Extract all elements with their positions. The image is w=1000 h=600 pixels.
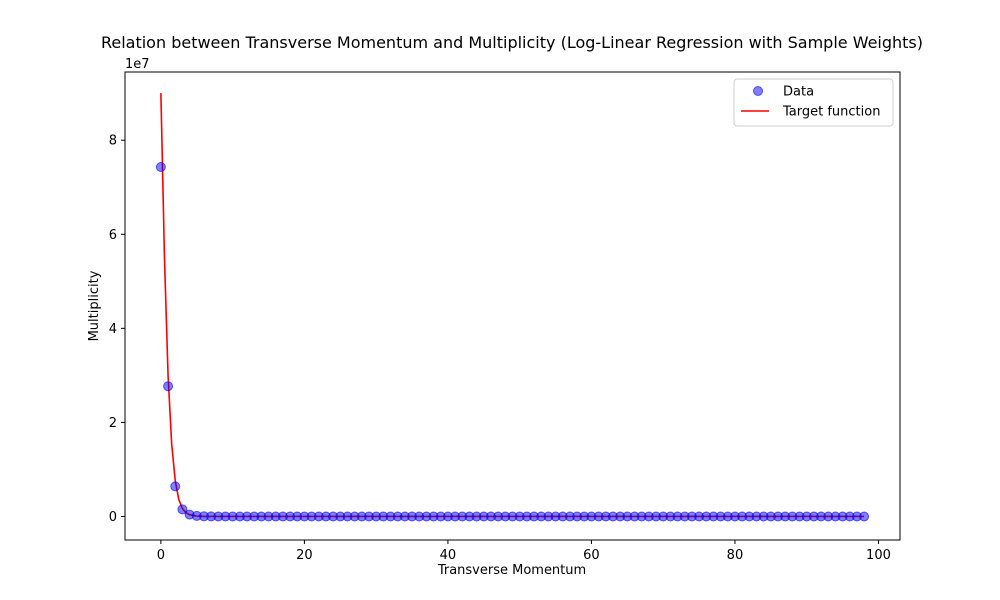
x-axis-ticks: 0 20 40 60 80 100 [157,540,891,563]
legend-box [733,78,894,127]
y-axis-label: Multiplicity [87,270,102,341]
legend-data-marker [753,86,763,96]
plot-area [124,71,901,541]
x-tick-label: 60 [583,548,600,563]
y-axis-ticks: 0 2 4 6 8 [109,134,125,525]
data-point [155,162,166,173]
y-offset-label: 1e7 [125,57,150,72]
data-point [163,381,174,392]
legend: Data Target function [733,78,894,127]
x-axis-label: Transverse Momentum [437,563,586,578]
legend-label-data: Data [783,85,814,100]
x-tick-label: 100 [866,548,891,563]
y-tick-label: 6 [109,228,117,243]
plot-frame [124,71,901,541]
data-point [177,504,188,515]
x-tick-label: 0 [157,548,165,563]
y-tick-label: 4 [109,322,117,337]
x-tick-label: 20 [296,548,313,563]
y-tick-label: 2 [109,416,117,431]
x-tick-label: 80 [727,548,744,563]
chart-title: Relation between Transverse Momentum and… [101,33,923,52]
data-point [859,511,870,522]
data-point [170,481,181,492]
y-tick-label: 8 [109,134,117,149]
y-tick-label: 0 [109,510,117,525]
x-tick-label: 40 [440,548,457,563]
legend-label-target: Target function [782,105,880,120]
scatter-layer [155,162,870,522]
